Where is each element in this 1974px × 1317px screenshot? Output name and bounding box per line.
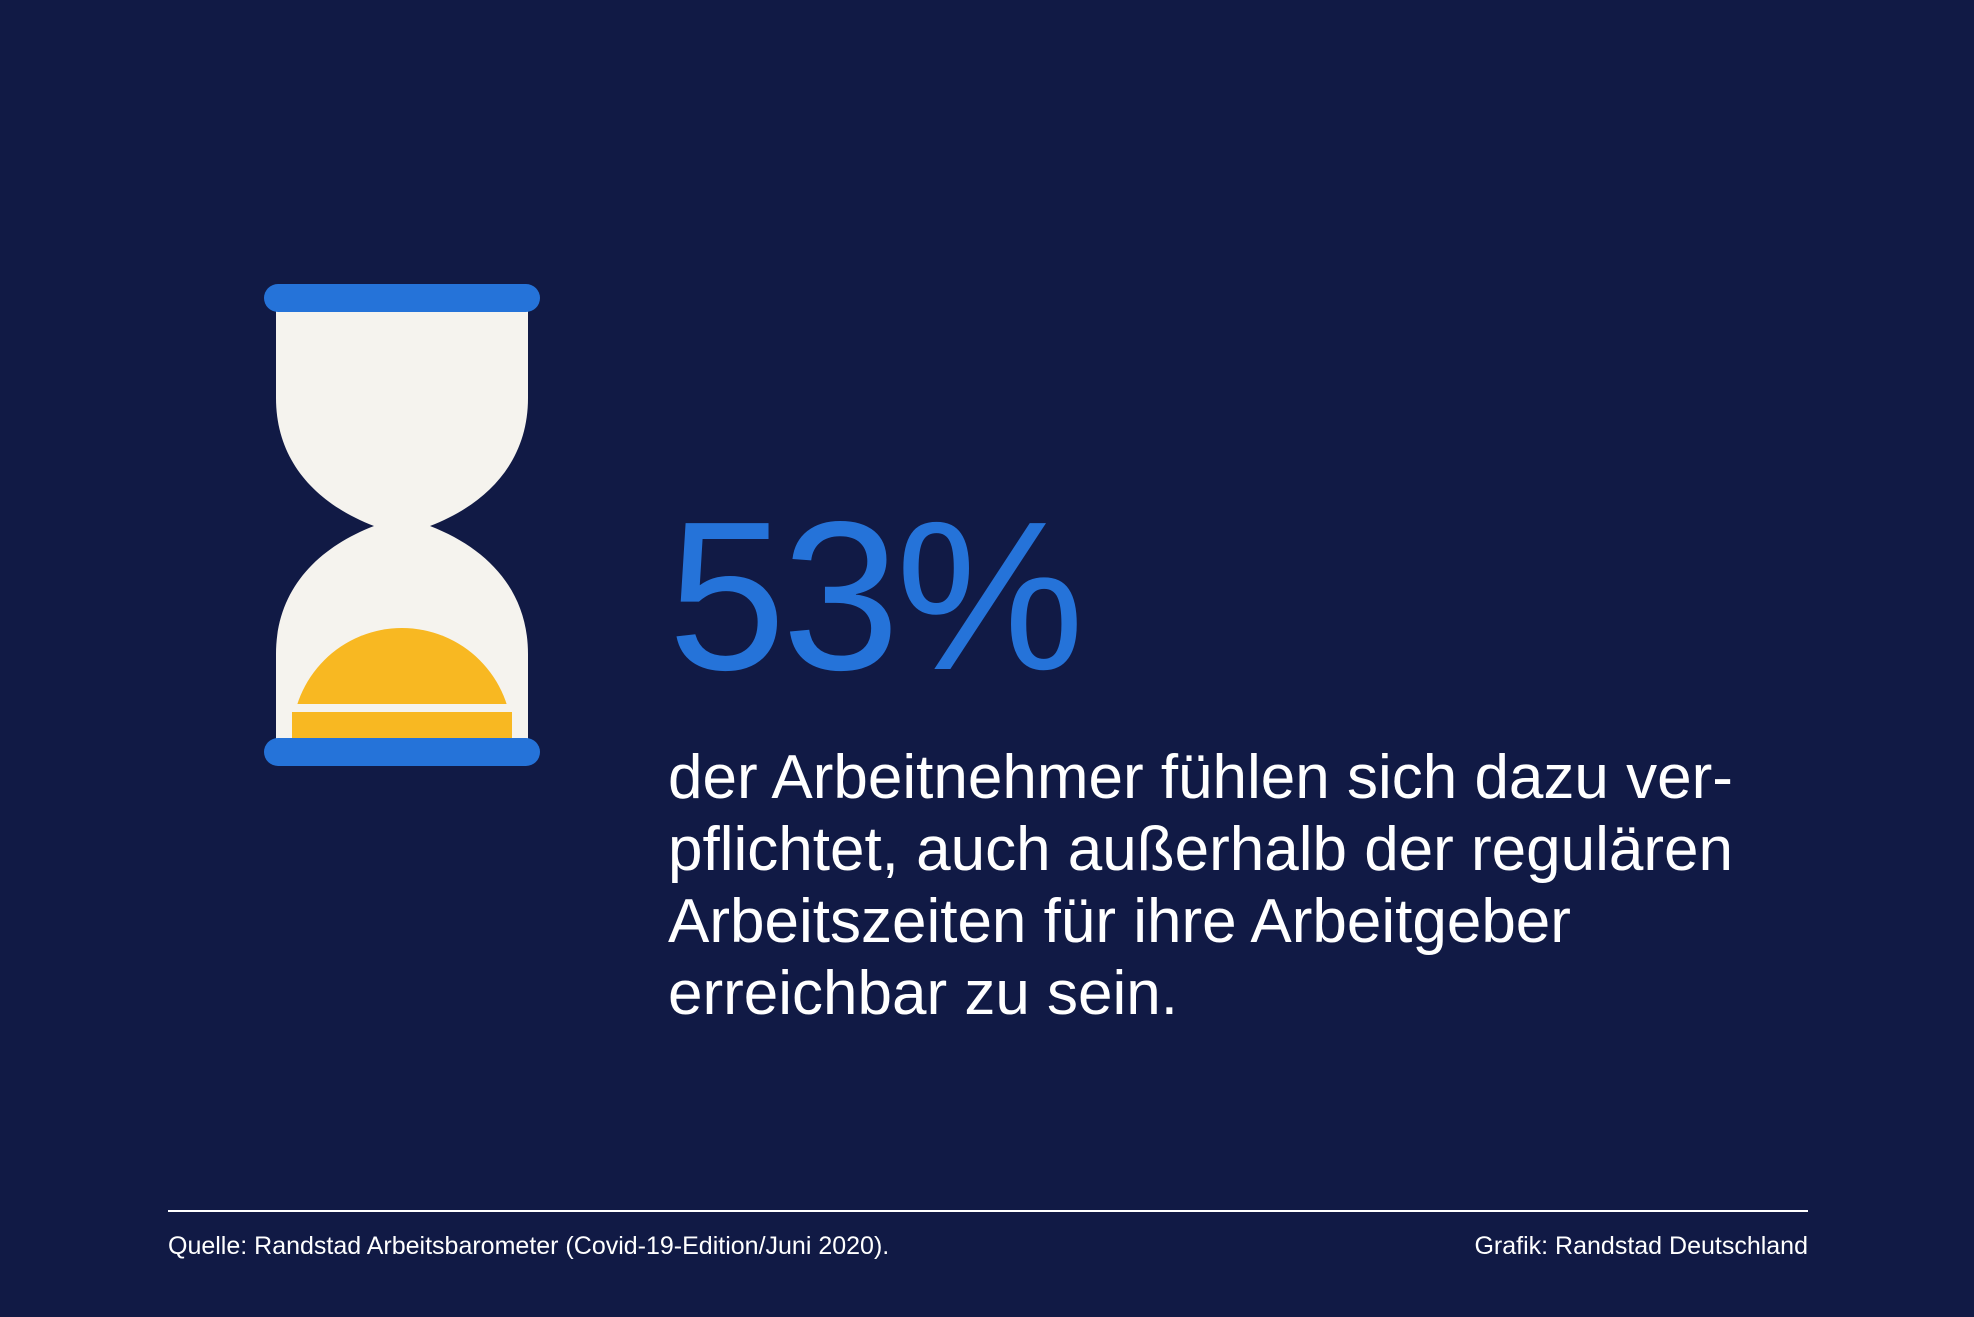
hourglass-bottom-cap bbox=[264, 738, 540, 766]
hourglass-top-cap bbox=[264, 284, 540, 312]
hourglass-sand bbox=[292, 628, 512, 704]
stat-description-line: pflichtet, auch außerhalb der regulären bbox=[668, 815, 1733, 884]
footer-divider bbox=[168, 1210, 1808, 1212]
hourglass-icon bbox=[264, 284, 540, 766]
stat-value: 53% bbox=[668, 477, 1084, 714]
stat-description-line: erreichbar zu sein. bbox=[668, 959, 1179, 1028]
source-note: Quelle: Randstad Arbeitsbarometer (Covid… bbox=[168, 1232, 890, 1260]
stat-description-line: der Arbeitnehmer fühlen sich dazu ver- bbox=[668, 743, 1733, 812]
credit-note: Grafik: Randstad Deutschland bbox=[1474, 1232, 1808, 1260]
hourglass-glass bbox=[276, 310, 528, 742]
stat-description: der Arbeitnehmer fühlen sich dazu ver- p… bbox=[668, 742, 1868, 1030]
stat-description-line: Arbeitszeiten für ihre Arbeitgeber bbox=[668, 887, 1571, 956]
hourglass-sand-base bbox=[292, 712, 512, 742]
